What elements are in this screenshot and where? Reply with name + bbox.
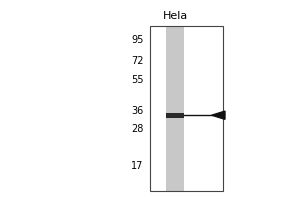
Text: 28: 28 <box>131 124 143 134</box>
Polygon shape <box>212 111 225 119</box>
Text: Hela: Hela <box>162 11 188 21</box>
Text: 95: 95 <box>131 35 143 45</box>
Text: 55: 55 <box>131 75 143 85</box>
Text: 17: 17 <box>131 161 143 171</box>
Text: 72: 72 <box>131 56 143 66</box>
Bar <box>166 113 184 118</box>
Bar <box>166 26 184 191</box>
Text: 36: 36 <box>131 106 143 116</box>
Bar <box>150 26 223 191</box>
